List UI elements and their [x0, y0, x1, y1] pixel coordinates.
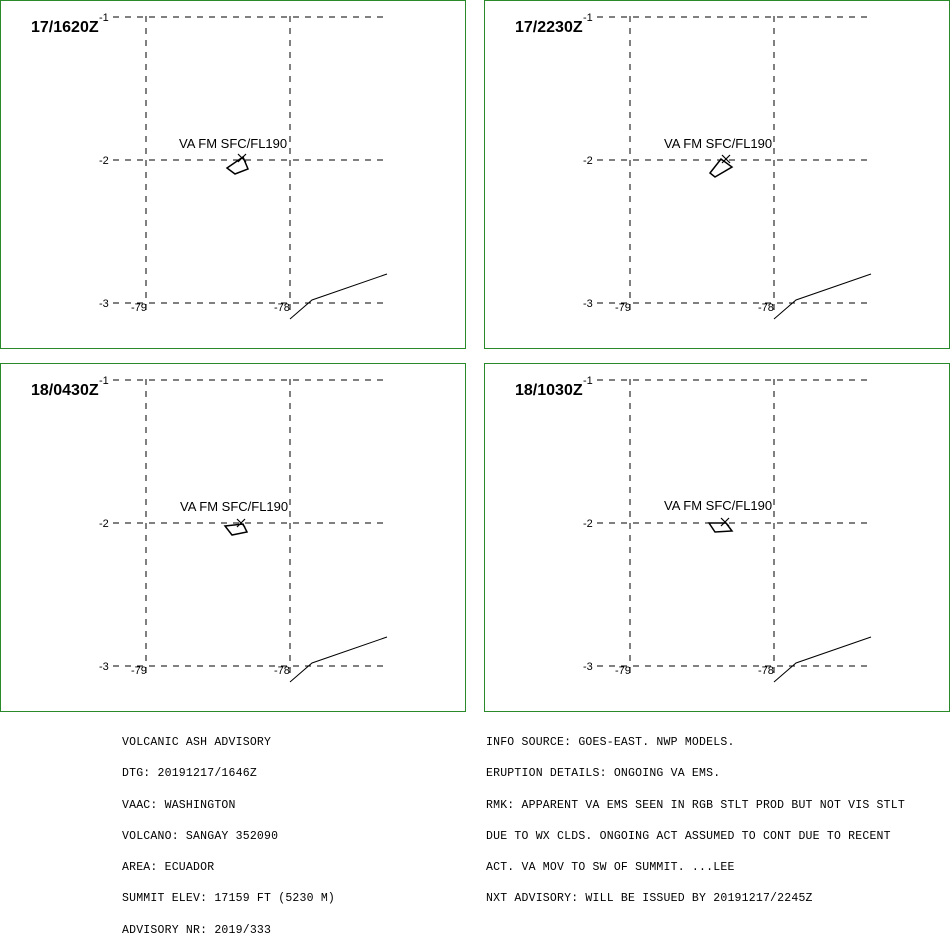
remarks-line-3: ACT. VA MOV TO SW OF SUMMIT. ...LEE	[486, 861, 735, 875]
lon-label-78: -78	[274, 302, 290, 314]
lon-label-78: -78	[274, 665, 290, 677]
advisory-summit-elev: SUMMIT ELEV: 17159 FT (5230 M)	[122, 892, 336, 906]
map-panel-1: -1 -2 -3 -79 -78 VA FM SFC/FL190 17/1620…	[0, 0, 466, 349]
map-panel-2: -1 -2 -3 -79 -78 VA FM SFC/FL190 17/2230…	[484, 0, 950, 349]
lat-label-2: -2	[583, 155, 593, 167]
lon-label-78: -78	[758, 302, 774, 314]
map-panel-3: -1 -2 -3 -79 -78 VA FM SFC/FL190 18/0430…	[0, 363, 466, 712]
graticule	[597, 16, 873, 313]
advisory-title: VOLCANIC ASH ADVISORY	[122, 736, 272, 749]
va-label: VA FM SFC/FL190	[180, 499, 288, 514]
lat-label-3: -3	[583, 298, 593, 310]
advisory-vaac: VAAC: WASHINGTON	[122, 798, 236, 812]
lat-label-2: -2	[583, 518, 593, 530]
lat-label-1: -1	[583, 12, 593, 24]
panel-time: 17/1620Z	[31, 19, 99, 36]
volcano-icon	[236, 518, 246, 528]
graticule	[113, 16, 389, 313]
coastline	[773, 273, 872, 320]
panel-time: 17/2230Z	[515, 19, 583, 36]
advisory-dtg: DTG: 20191217/1646Z	[122, 767, 257, 781]
va-label: VA FM SFC/FL190	[664, 498, 772, 513]
lat-label-1: -1	[583, 375, 593, 387]
map-canvas-2: -1 -2 -3 -79 -78 VA FM SFC/FL190	[583, 12, 873, 320]
advisory-volcano: VOLCANO: SANGAY 352090	[122, 829, 279, 843]
panel-time: 18/0430Z	[31, 382, 99, 399]
map-canvas-3: -1 -2 -3 -79 -78 VA FM SFC/FL190	[99, 375, 389, 683]
lon-label-79: -79	[131, 302, 147, 314]
panel-time: 18/1030Z	[515, 382, 583, 399]
map-canvas-4: -1 -2 -3 -79 -78 VA FM SFC/FL190	[583, 375, 873, 683]
va-label: VA FM SFC/FL190	[179, 136, 287, 151]
remarks-line-1: RMK: APPARENT VA EMS SEEN IN RGB STLT PR…	[486, 798, 905, 812]
lon-label-79: -79	[131, 665, 147, 677]
info-text: INFO SOURCE: GOES-EAST. NWP MODELS. ERUP…	[486, 717, 905, 915]
map-panel-4: -1 -2 -3 -79 -78 VA FM SFC/FL190 18/1030…	[484, 363, 950, 712]
info-source: INFO SOURCE: GOES-EAST. NWP MODELS.	[486, 736, 735, 749]
lat-label-2: -2	[99, 155, 109, 167]
va-label: VA FM SFC/FL190	[664, 136, 772, 151]
coastline	[773, 636, 872, 683]
lon-label-79: -79	[615, 665, 631, 677]
lat-label-3: -3	[99, 298, 109, 310]
advisory-area: AREA: ECUADOR	[122, 861, 215, 875]
map-canvas-1: -1 -2 -3 -79 -78 VA FM SFC/FL190	[99, 12, 389, 320]
advisory-number: ADVISORY NR: 2019/333	[122, 923, 272, 937]
lat-label-1: -1	[99, 375, 109, 387]
coastline	[289, 636, 388, 683]
eruption-details: ERUPTION DETAILS: ONGOING VA EMS.	[486, 767, 721, 781]
advisory-text: VOLCANIC ASH ADVISORY DTG: 20191217/1646…	[122, 717, 335, 947]
lon-label-78: -78	[758, 665, 774, 677]
ash-polygon	[223, 523, 249, 536]
remarks-line-2: DUE TO WX CLDS. ONGOING ACT ASSUMED TO C…	[486, 829, 891, 843]
lat-label-3: -3	[583, 661, 593, 673]
lat-label-2: -2	[99, 518, 109, 530]
lat-label-3: -3	[99, 661, 109, 673]
next-advisory: NXT ADVISORY: WILL BE ISSUED BY 20191217…	[486, 892, 813, 906]
volcano-icon	[237, 153, 247, 163]
lon-label-79: -79	[615, 302, 631, 314]
volcano-icon	[720, 517, 730, 527]
lat-label-1: -1	[99, 12, 109, 24]
coastline	[289, 273, 388, 320]
graticule	[113, 379, 389, 676]
graticule	[597, 379, 873, 676]
volcano-icon	[721, 154, 731, 164]
ash-polygon	[708, 157, 734, 178]
ash-polygon	[707, 522, 734, 533]
ash-polygon	[225, 155, 249, 175]
